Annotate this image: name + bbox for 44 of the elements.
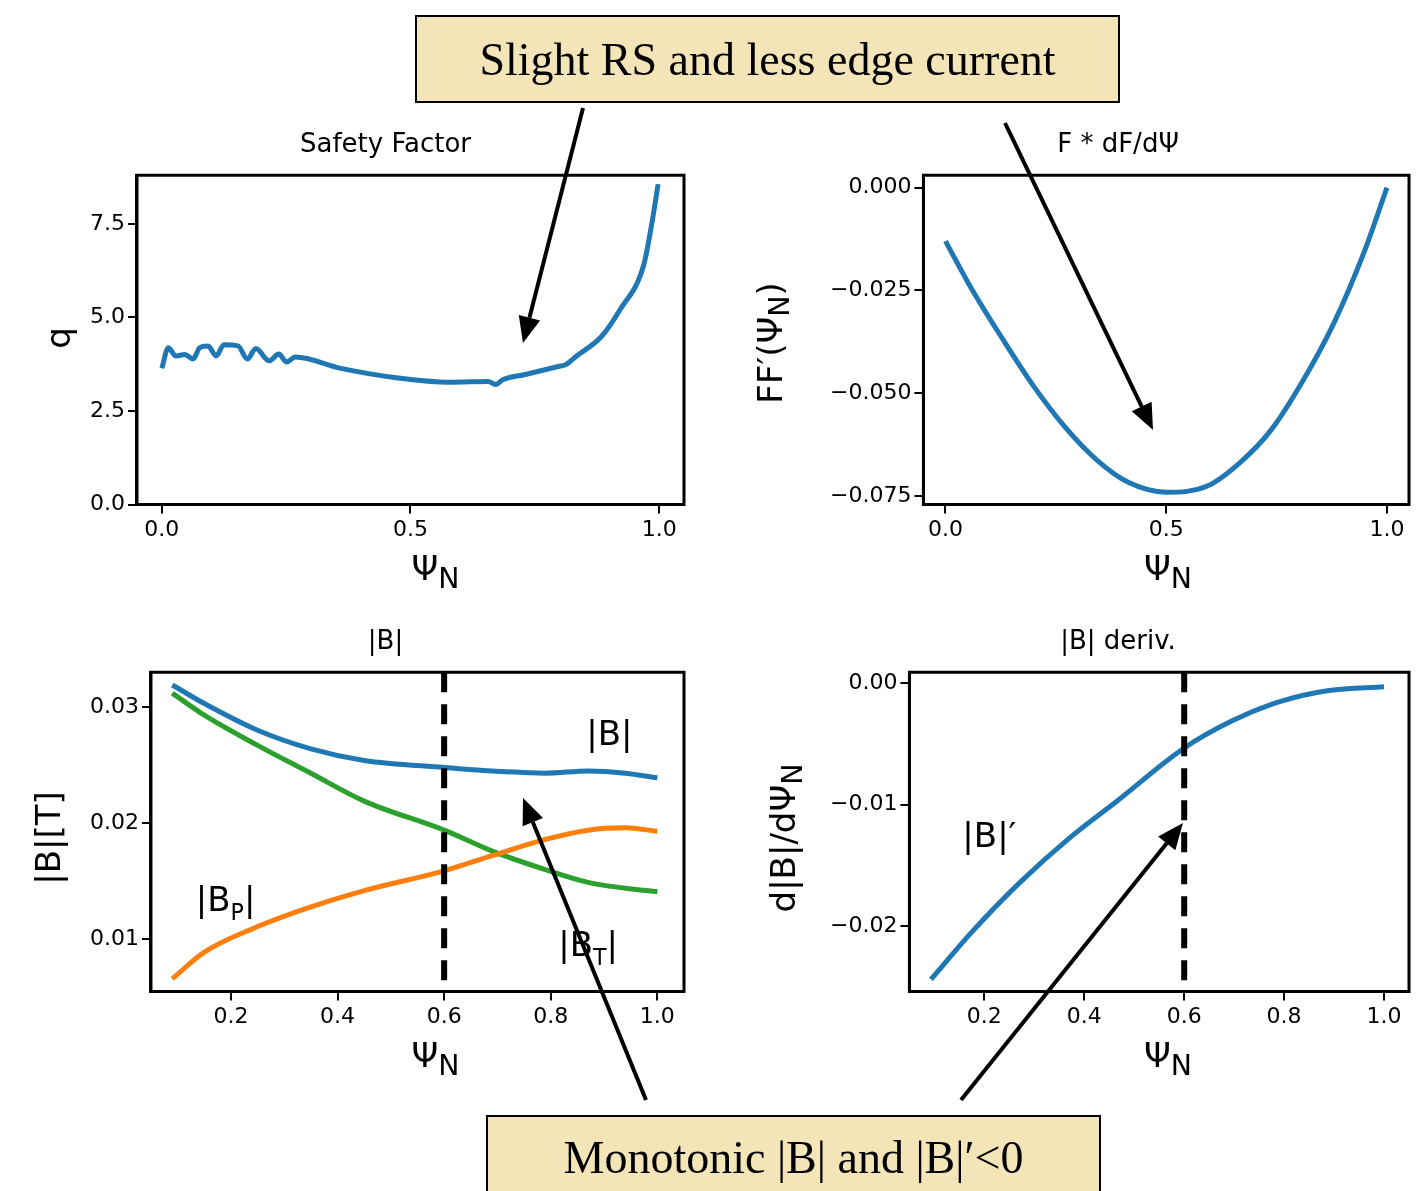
x-axis-title: Ψ$_{N}$ — [410, 548, 461, 595]
y-tick-label: 0.01 — [90, 925, 139, 951]
y-tick-label: 0.00 — [848, 668, 898, 694]
chart-title: |B| — [367, 625, 404, 657]
series-label: |B| — [586, 712, 633, 753]
y-tick-label: 7.5 — [89, 209, 125, 235]
x-tick-label: 0.6 — [426, 1002, 462, 1028]
y-tick-label: 0.000 — [848, 173, 912, 199]
x-tick-label: 0.2 — [966, 1002, 1002, 1028]
y-tick-label: −0.025 — [829, 276, 912, 302]
text: Slight RS and less edge current — [415, 15, 1120, 103]
y-tick-label: −0.075 — [829, 482, 912, 508]
x-axis-title: Ψ$_{N}$ — [1143, 1035, 1193, 1082]
x-tick-label: 1.0 — [1366, 1002, 1402, 1028]
y-tick-label: 2.5 — [89, 396, 125, 422]
series-label: |B|′ — [962, 815, 1017, 856]
y-tick-label: −0.02 — [830, 911, 898, 937]
y-axis-title: q — [38, 327, 78, 349]
chart-title: |B| deriv. — [1060, 625, 1176, 657]
x-tick-label: 0.4 — [1066, 1002, 1102, 1028]
y-tick-label: 0.03 — [90, 692, 139, 718]
y-tick-label: 5.0 — [89, 303, 125, 329]
x-tick-label: 0.0 — [927, 515, 963, 541]
y-tick-label: −0.050 — [829, 379, 912, 405]
x-tick-label: 0.5 — [392, 515, 428, 541]
x-tick-label: 1.0 — [1369, 515, 1405, 541]
y-tick-label: 0.0 — [89, 490, 125, 516]
x-tick-label: 0.4 — [320, 1002, 356, 1028]
y-tick-label: −0.01 — [830, 790, 898, 816]
x-tick-label: 1.0 — [641, 515, 677, 541]
x-tick-label: 0.6 — [1166, 1002, 1202, 1028]
x-tick-label: 0.8 — [533, 1002, 569, 1028]
chart-title: F * dF/dΨ — [1057, 128, 1179, 159]
x-axis-title: Ψ$_{N}$ — [410, 1035, 461, 1082]
chart-title: Safety Factor — [299, 128, 472, 159]
x-tick-label: 0.8 — [1266, 1002, 1302, 1028]
x-axis-title: Ψ$_{N}$ — [1143, 548, 1193, 595]
x-tick-label: 0.2 — [213, 1002, 249, 1028]
text: Monotonic |B| and |B|′<0 — [486, 1115, 1101, 1191]
x-tick-label: 0.0 — [144, 515, 180, 541]
x-tick-label: 1.0 — [639, 1002, 675, 1028]
y-axis-title: |B|[T] — [28, 791, 68, 885]
y-tick-label: 0.02 — [90, 808, 139, 834]
x-tick-label: 0.5 — [1148, 515, 1184, 541]
